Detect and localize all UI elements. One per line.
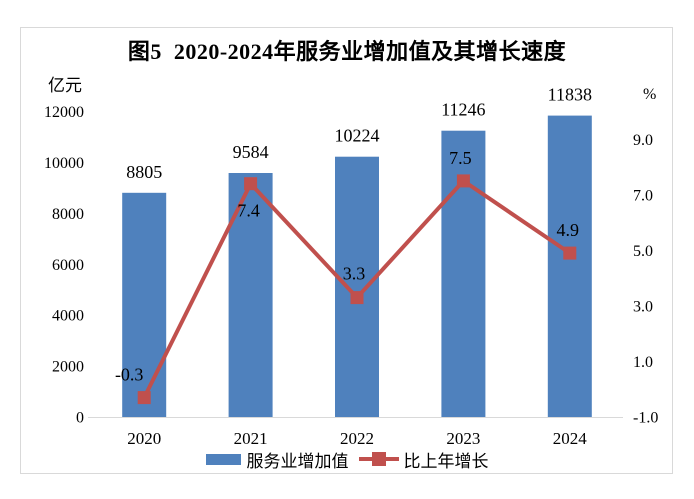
x-axis-label-2023: 2023 [446,429,480,448]
line-label-2023: 7.5 [449,148,472,168]
chart-title: 图5 2020-2024年服务业增加值及其增长速度 [127,39,567,64]
line-label-2024: 4.9 [557,220,580,240]
x-axis-label-2024: 2024 [553,429,588,448]
bar-2023 [441,130,486,417]
left-axis-tick: 8000 [52,206,84,223]
left-axis-tick: 4000 [52,308,84,325]
line-label-2022: 3.3 [343,264,366,284]
legend-line-square-marker [371,452,386,466]
left-axis-tick: 6000 [52,257,84,274]
line-marker-2021 [244,177,258,191]
right-axis-tick: 1.0 [633,354,653,371]
right-axis-unit-label: % [643,86,657,103]
legend: 服务业增加值 比上年增长 [0,448,694,471]
x-axis-label-2021: 2021 [234,429,268,448]
x-axis-label-2022: 2022 [340,429,374,448]
legend-bar-swatch-icon [205,453,241,465]
left-axis-tick: 0 [76,410,84,427]
right-axis-tick: 5.0 [633,243,653,260]
left-axis-unit-label: 亿元 [48,76,82,95]
bar-2022 [335,156,379,417]
left-axis-tick: 10000 [44,155,84,172]
legend-bar-series-label: 服务业增加值 [246,451,349,471]
line-marker-2024 [563,246,577,260]
right-axis-tick: 7.0 [633,187,653,204]
line-label-2021: 7.4 [237,201,260,221]
bar-label-2024: 11838 [548,85,592,105]
right-axis-tick: 3.0 [633,298,653,315]
right-axis-tick: 9.0 [633,132,653,149]
line-marker-2020 [137,391,151,405]
line-marker-2023 [456,174,470,188]
bar-label-2022: 10224 [335,126,380,146]
x-axis-label-2020: 2020 [127,429,161,448]
bar-label-2023: 11246 [441,100,485,120]
line-marker-2022 [350,291,364,305]
legend-line-swatch-icon [358,452,399,466]
left-axis-tick: 2000 [52,359,84,376]
right-axis-tick: -1.0 [633,410,658,427]
bar-2024 [547,115,592,417]
legend-line-series-label: 比上年增长 [403,451,489,471]
bar-label-2020: 8805 [126,162,162,182]
bar-2020 [122,192,167,417]
line-label-2020: -0.3 [115,365,144,385]
bar-label-2021: 9584 [233,142,269,162]
left-axis-tick: 12000 [44,104,84,121]
